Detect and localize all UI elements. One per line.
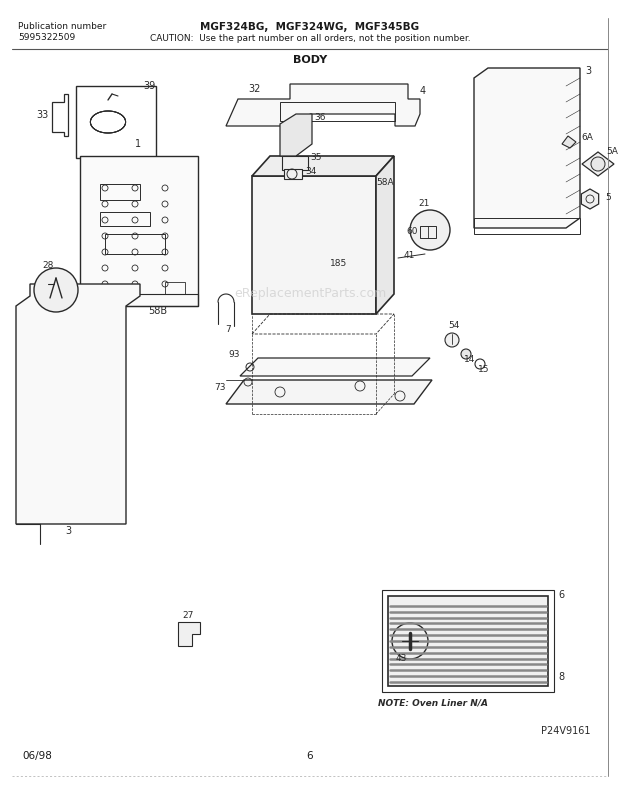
Text: 8: 8 (558, 672, 564, 682)
Circle shape (445, 333, 459, 347)
Bar (76, 86, 156, 158)
Polygon shape (240, 358, 430, 376)
Bar (420, 226, 436, 238)
Text: 3: 3 (585, 66, 591, 76)
Bar (100, 184, 140, 200)
Text: Publication number: Publication number (18, 22, 106, 31)
Text: 54: 54 (448, 321, 459, 330)
Bar (382, 590, 554, 692)
Text: 93: 93 (228, 350, 239, 359)
Circle shape (410, 210, 450, 250)
Polygon shape (388, 596, 548, 686)
Text: 33: 33 (36, 110, 48, 120)
Polygon shape (16, 284, 140, 524)
Text: 32: 32 (248, 84, 260, 94)
Text: 73: 73 (214, 383, 226, 392)
Polygon shape (282, 156, 308, 170)
Polygon shape (582, 189, 599, 209)
Bar (105, 234, 165, 254)
Polygon shape (376, 156, 394, 314)
Text: 185: 185 (330, 259, 347, 268)
Text: 1: 1 (135, 139, 141, 149)
Text: 4: 4 (420, 86, 426, 96)
Text: 35: 35 (310, 153, 322, 162)
Text: 43: 43 (396, 654, 407, 663)
Text: 27: 27 (182, 611, 193, 620)
Text: 5: 5 (605, 193, 611, 202)
Text: eReplacementParts.com: eReplacementParts.com (234, 287, 386, 300)
Text: 58B: 58B (148, 306, 167, 316)
Text: 06/98: 06/98 (22, 751, 52, 761)
Text: 5A: 5A (606, 147, 618, 156)
Text: P24V9161: P24V9161 (541, 726, 590, 736)
Text: 28: 28 (42, 261, 53, 270)
Polygon shape (252, 176, 376, 314)
Text: 39: 39 (143, 81, 155, 91)
Text: NOTE: Oven Liner N/A: NOTE: Oven Liner N/A (378, 698, 488, 707)
Text: 7: 7 (225, 325, 231, 334)
Polygon shape (252, 156, 394, 176)
Text: CAUTION:  Use the part number on all orders, not the position number.: CAUTION: Use the part number on all orde… (149, 34, 471, 43)
Text: 58A: 58A (376, 178, 394, 187)
Polygon shape (280, 114, 312, 156)
Circle shape (34, 268, 78, 312)
Polygon shape (226, 84, 420, 126)
Text: 15: 15 (478, 365, 490, 374)
Circle shape (392, 623, 428, 659)
Polygon shape (80, 156, 198, 306)
Text: 6A: 6A (581, 133, 593, 142)
Polygon shape (582, 152, 614, 176)
Text: 41: 41 (404, 251, 415, 260)
Polygon shape (562, 136, 576, 148)
Bar (165, 282, 185, 294)
Polygon shape (178, 622, 200, 646)
Polygon shape (226, 380, 432, 404)
Circle shape (591, 157, 605, 171)
Text: 5995322509: 5995322509 (18, 33, 75, 42)
Text: 6: 6 (307, 751, 313, 761)
Text: 3: 3 (65, 526, 71, 536)
Text: 34: 34 (305, 167, 316, 176)
Text: BODY: BODY (293, 55, 327, 65)
Polygon shape (284, 169, 302, 179)
Text: 60: 60 (406, 227, 417, 236)
Text: 21: 21 (418, 199, 430, 208)
Circle shape (461, 349, 471, 359)
Text: 6: 6 (558, 590, 564, 600)
Text: 36: 36 (314, 113, 326, 122)
Polygon shape (474, 68, 580, 228)
Bar (100, 212, 150, 226)
Text: MGF324BG,  MGF324WG,  MGF345BG: MGF324BG, MGF324WG, MGF345BG (200, 22, 420, 32)
Text: 14: 14 (464, 355, 476, 364)
